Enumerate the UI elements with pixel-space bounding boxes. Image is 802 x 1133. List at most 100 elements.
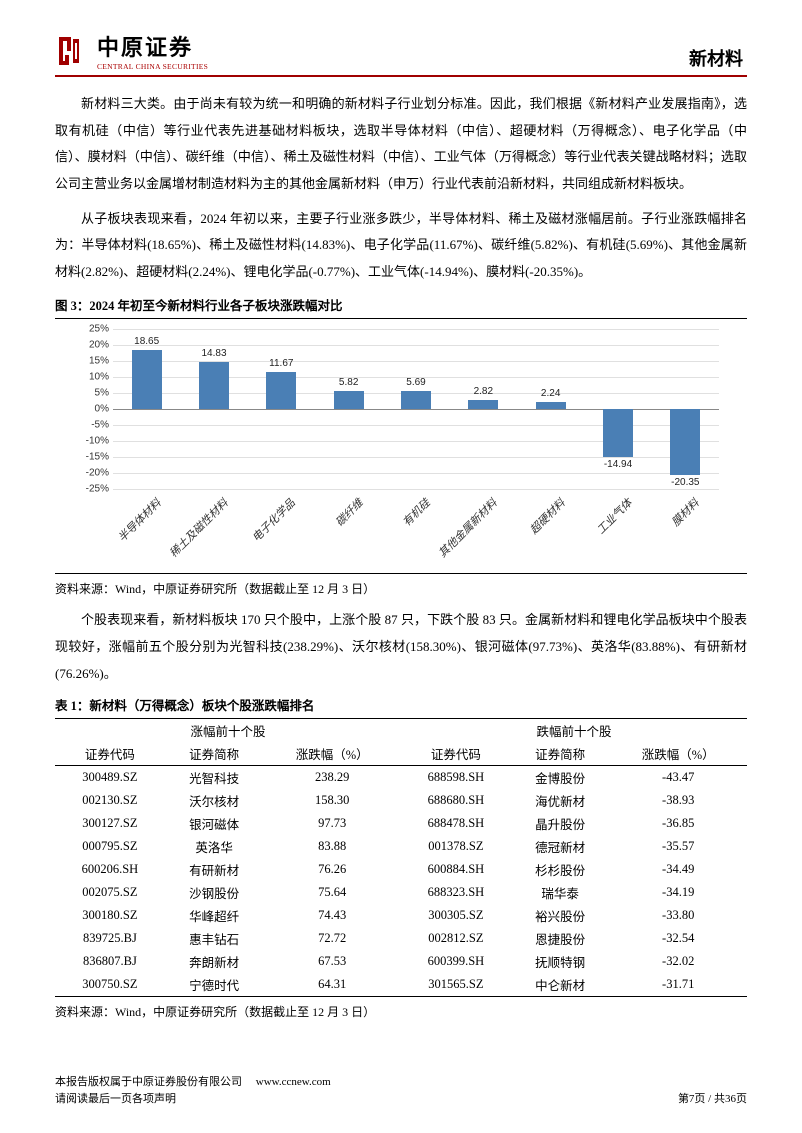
chart-bar: [536, 402, 566, 409]
table-cell: -35.57: [609, 835, 747, 858]
ytick-label: 0%: [71, 404, 109, 415]
bar-value-label: -20.35: [663, 477, 707, 488]
table-cell: 沙钢股份: [165, 881, 264, 904]
bar-value-label: 5.82: [327, 377, 371, 388]
ytick-label: 10%: [71, 372, 109, 383]
chart-bar: [199, 362, 229, 409]
table-cell: -34.49: [609, 858, 747, 881]
footer-copyright: 本报告版权属于中原证券股份有限公司: [55, 1076, 242, 1088]
table-row: 002130.SZ沃尔核材158.30688680.SH海优新材-38.93: [55, 789, 747, 812]
table-cell: -36.85: [609, 812, 747, 835]
chart-bar: [670, 409, 700, 474]
figure-title: 图 3：2024 年初至今新材料行业各子板块涨跌幅对比: [55, 295, 747, 314]
table-row: 000795.SZ英洛华83.88001378.SZ德冠新材-35.57: [55, 835, 747, 858]
table-column-header: 涨跌幅（%）: [609, 742, 747, 766]
table-cell: 688478.SH: [401, 812, 511, 835]
table-cell: 晶升股份: [511, 812, 610, 835]
ytick-label: 15%: [71, 356, 109, 367]
table-cell: 688598.SH: [401, 766, 511, 790]
chart-bar: [132, 350, 162, 410]
bar-value-label: 18.65: [125, 336, 169, 347]
chart-xlabel: 稀土及磁性材料: [166, 495, 232, 561]
table-cell: -32.02: [609, 950, 747, 973]
chart-xlabel: 碳纤维: [331, 495, 366, 530]
table-cell: 600206.SH: [55, 858, 165, 881]
table-row: 600206.SH有研新材76.26600884.SH杉杉股份-34.49: [55, 858, 747, 881]
table-cell: 67.53: [263, 950, 401, 973]
table-cell: 300305.SZ: [401, 904, 511, 927]
table-column-header: 证券简称: [165, 742, 264, 766]
table-cell: 002812.SZ: [401, 927, 511, 950]
group-header-up: 涨幅前十个股: [55, 719, 401, 743]
table-cell: 杉杉股份: [511, 858, 610, 881]
ytick-label: -10%: [71, 436, 109, 447]
chart-bar: [603, 409, 633, 457]
table-cell: 839725.BJ: [55, 927, 165, 950]
ytick-label: 25%: [71, 324, 109, 335]
table-cell: 300127.SZ: [55, 812, 165, 835]
table-cell: 德冠新材: [511, 835, 610, 858]
bar-value-label: -14.94: [596, 459, 640, 470]
table-cell: 奔朗新材: [165, 950, 264, 973]
table-cell: 000795.SZ: [55, 835, 165, 858]
table-cell: 300750.SZ: [55, 973, 165, 997]
table-cell: 300489.SZ: [55, 766, 165, 790]
table-cell: -33.80: [609, 904, 747, 927]
table-cell: 瑞华泰: [511, 881, 610, 904]
chart-xlabel: 电子化学品: [248, 495, 298, 545]
table-cell: 金博股份: [511, 766, 610, 790]
paragraph-3: 个股表现来看，新材料板块 170 只个股中，上涨个股 87 只，下跌个股 83 …: [55, 607, 747, 687]
table-cell: 238.29: [263, 766, 401, 790]
table-cell: 688323.SH: [401, 881, 511, 904]
logo-block: 中原证券 CENTRAL CHINA SECURITIES: [55, 30, 208, 71]
paragraph-2: 从子板块表现来看，2024 年初以来，主要子行业涨多跌少，半导体材料、稀土及磁材…: [55, 206, 747, 286]
table-cell: 银河磁体: [165, 812, 264, 835]
table-cell: 97.73: [263, 812, 401, 835]
group-header-down: 跌幅前十个股: [401, 719, 747, 743]
chart-bar: [468, 400, 498, 409]
bar-value-label: 14.83: [192, 348, 236, 359]
bar-value-label: 2.24: [529, 388, 573, 399]
table-group-header-row: 涨幅前十个股 跌幅前十个股: [55, 719, 747, 743]
page-header: 中原证券 CENTRAL CHINA SECURITIES 新材料: [55, 30, 747, 71]
table-cell: 恩捷股份: [511, 927, 610, 950]
chart-xlabel: 膜材料: [668, 495, 703, 530]
ytick-label: -15%: [71, 452, 109, 463]
table-cell: 72.72: [263, 927, 401, 950]
table-cell: -34.19: [609, 881, 747, 904]
paragraph-1: 新材料三大类。由于尚未有较为统一和明确的新材料子行业划分标准。因此，我们根据《新…: [55, 91, 747, 198]
table-cell: 002075.SZ: [55, 881, 165, 904]
chart-xlabel: 半导体材料: [114, 495, 164, 545]
table-row: 839725.BJ惠丰钻石72.72002812.SZ恩捷股份-32.54: [55, 927, 747, 950]
table-cell: 002130.SZ: [55, 789, 165, 812]
table-row: 300750.SZ宁德时代64.31301565.SZ中仑新材-31.71: [55, 973, 747, 997]
chart-xlabel: 超硬材料: [526, 495, 568, 537]
table-cell: 英洛华: [165, 835, 264, 858]
table-cell: -32.54: [609, 927, 747, 950]
table-cell: -31.71: [609, 973, 747, 997]
table-source: 资料来源：Wind，中原证券研究所（数据截止至 12 月 3 日）: [55, 1003, 747, 1020]
table-row: 300180.SZ华峰超纤74.43300305.SZ裕兴股份-33.80: [55, 904, 747, 927]
company-logo-icon: [55, 33, 91, 69]
table-cell: 裕兴股份: [511, 904, 610, 927]
table-column-header: 证券简称: [511, 742, 610, 766]
table-cell: 惠丰钻石: [165, 927, 264, 950]
table-cell: 海优新材: [511, 789, 610, 812]
table-row: 836807.BJ奔朗新材67.53600399.SH抚顺特钢-32.02: [55, 950, 747, 973]
table-cell: 300180.SZ: [55, 904, 165, 927]
table-column-header: 证券代码: [55, 742, 165, 766]
ytick-label: -20%: [71, 468, 109, 479]
table-cell: -43.47: [609, 766, 747, 790]
table-cell: -38.93: [609, 789, 747, 812]
table-cell: 抚顺特钢: [511, 950, 610, 973]
table-cell: 75.64: [263, 881, 401, 904]
table-cell: 宁德时代: [165, 973, 264, 997]
table-row: 002075.SZ沙钢股份75.64688323.SH瑞华泰-34.19: [55, 881, 747, 904]
table-cell: 301565.SZ: [401, 973, 511, 997]
table-cell: 有研新材: [165, 858, 264, 881]
header-rule: [55, 75, 747, 77]
table-cell: 74.43: [263, 904, 401, 927]
logo-text-en: CENTRAL CHINA SECURITIES: [97, 62, 208, 71]
table-column-header: 涨跌幅（%）: [263, 742, 401, 766]
table-cell: 华峰超纤: [165, 904, 264, 927]
